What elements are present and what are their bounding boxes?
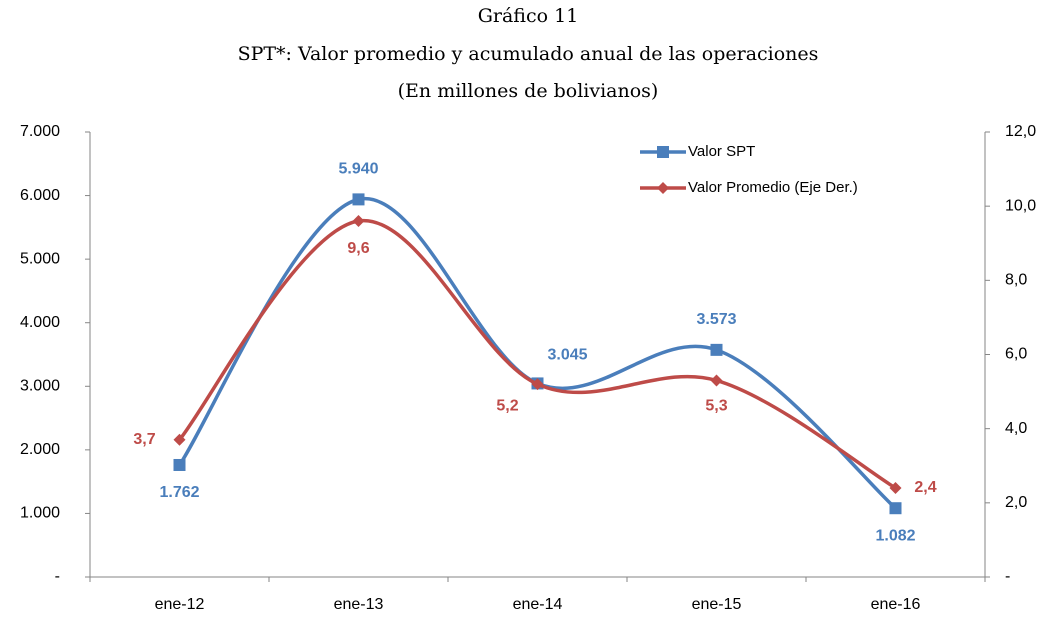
data-label: 3.573 (696, 311, 736, 328)
point-marker (352, 215, 365, 227)
unit-label: (En millones de bolivianos) (398, 80, 659, 102)
y2-tick-label: 12,0 (1005, 123, 1036, 140)
x-tick-label: ene-14 (513, 596, 563, 613)
y2-tick-label: 6,0 (1005, 346, 1027, 363)
y-tick-label: 1.000 (20, 505, 60, 522)
data-label: 3.045 (547, 347, 587, 364)
point-marker (889, 502, 902, 515)
y2-tick-label: 10,0 (1005, 197, 1036, 214)
data-label: 9,6 (347, 240, 369, 257)
y-tick-label: 4.000 (20, 314, 60, 331)
series-line (178, 197, 897, 510)
x-tick-label: ene-16 (871, 596, 921, 613)
chart-subtitle: SPT*: Valor promedio y acumulado anual d… (238, 43, 819, 65)
x-tick-label: ene-15 (692, 596, 742, 613)
point-marker (889, 482, 902, 494)
point-marker (352, 193, 365, 206)
x-tick-label: ene-13 (334, 596, 384, 613)
y2-tick-label: 4,0 (1005, 420, 1027, 437)
y2-tick-label: - (1005, 568, 1010, 585)
y2-tick-label: 8,0 (1005, 272, 1027, 289)
y-tick-label: 3.000 (20, 378, 60, 395)
data-label: 5.940 (338, 161, 378, 178)
y2-tick-label: 2,0 (1005, 494, 1027, 511)
data-label: 3,7 (133, 431, 155, 448)
point-marker (710, 374, 723, 387)
y-tick-label: 7.000 (20, 123, 60, 140)
point-marker (657, 146, 669, 158)
chart-title: Gráfico 11 (478, 5, 579, 27)
y-tick-label: 2.000 (20, 441, 60, 458)
data-label: 1.762 (159, 484, 199, 501)
data-label: 5,2 (496, 397, 518, 414)
point-marker (173, 458, 186, 471)
data-label: 2,4 (914, 479, 936, 496)
point-marker (710, 343, 723, 356)
series-line (178, 219, 897, 490)
point-marker (531, 378, 544, 391)
data-label: 1.082 (875, 527, 915, 544)
y-tick-label: 5.000 (20, 250, 60, 267)
point-marker (657, 182, 669, 194)
x-tick-label: ene-12 (155, 596, 205, 613)
point-marker (173, 433, 186, 446)
data-label: 5,3 (705, 398, 727, 415)
legend-label: Valor SPT (688, 143, 755, 160)
y-tick-label: 6.000 (20, 187, 60, 204)
y-tick-label: - (55, 568, 60, 585)
legend-label: Valor Promedio (Eje Der.) (688, 179, 858, 196)
